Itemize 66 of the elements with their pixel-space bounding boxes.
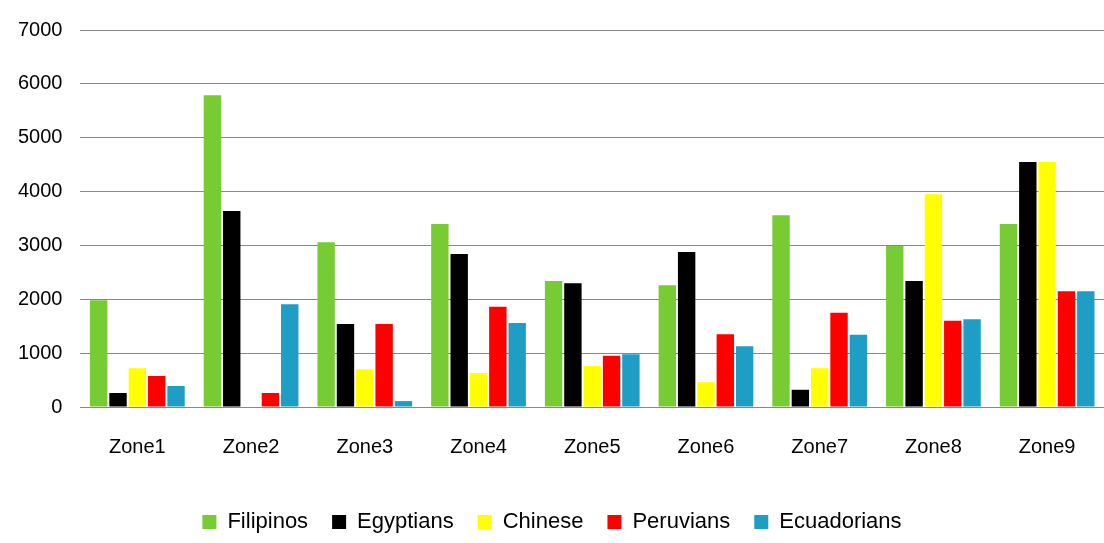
bar bbox=[886, 245, 904, 407]
legend-label: Egyptians bbox=[357, 508, 454, 534]
bar bbox=[735, 346, 754, 407]
bar bbox=[261, 393, 280, 407]
legend-label: Filipinos bbox=[227, 508, 309, 534]
bar bbox=[281, 304, 299, 407]
bar bbox=[431, 223, 449, 407]
bar bbox=[167, 386, 185, 407]
bar bbox=[317, 242, 335, 407]
x-tick-label: Zone8 bbox=[905, 434, 962, 457]
bar bbox=[394, 401, 413, 407]
bar bbox=[128, 368, 147, 407]
legend-label: Peruvians bbox=[632, 508, 731, 534]
bar bbox=[564, 283, 582, 407]
bar bbox=[697, 382, 715, 407]
bar bbox=[544, 280, 563, 407]
bar bbox=[89, 300, 108, 407]
bar bbox=[602, 355, 621, 407]
bar bbox=[203, 95, 222, 407]
y-tick-label: 1000 bbox=[17, 340, 63, 363]
legend-label: Ecuadorians bbox=[779, 508, 902, 534]
bar bbox=[469, 373, 488, 407]
bar bbox=[622, 354, 640, 407]
bar bbox=[944, 320, 962, 407]
bar bbox=[356, 369, 374, 407]
bar bbox=[336, 324, 355, 407]
bar bbox=[999, 223, 1018, 407]
bar bbox=[716, 334, 734, 407]
bar bbox=[963, 319, 981, 407]
y-tick-label: 0 bbox=[51, 394, 63, 417]
x-tick-label: Zone1 bbox=[108, 434, 166, 457]
y-tick-label: 5000 bbox=[17, 125, 63, 148]
legend-label: Chinese bbox=[502, 508, 584, 534]
bar bbox=[375, 324, 393, 407]
bar bbox=[677, 251, 696, 407]
bar bbox=[810, 368, 829, 407]
x-tick-label: Zone9 bbox=[1018, 434, 1076, 457]
bar bbox=[658, 285, 676, 407]
bar bbox=[905, 280, 923, 407]
bar bbox=[1057, 291, 1076, 407]
bar bbox=[924, 194, 943, 407]
y-tick-label: 2000 bbox=[17, 286, 63, 309]
bar bbox=[1038, 161, 1056, 407]
bar bbox=[109, 393, 127, 407]
bar bbox=[583, 366, 601, 407]
bar bbox=[223, 210, 241, 407]
bar bbox=[830, 312, 848, 407]
x-tick-label: Zone6 bbox=[677, 434, 735, 457]
bar bbox=[489, 306, 507, 407]
x-tick-label: Zone3 bbox=[336, 434, 394, 457]
bar bbox=[791, 389, 810, 407]
bar bbox=[147, 376, 166, 407]
y-tick-label: 7000 bbox=[17, 17, 63, 40]
y-tick-label: 6000 bbox=[17, 71, 63, 94]
x-tick-label: Zone7 bbox=[791, 434, 849, 457]
y-tick-label: 4000 bbox=[17, 179, 63, 202]
y-tick-label: 3000 bbox=[17, 232, 63, 255]
x-tick-label: Zone4 bbox=[450, 434, 507, 457]
bar bbox=[1019, 161, 1037, 407]
bar bbox=[772, 215, 790, 407]
bar bbox=[849, 334, 868, 407]
x-tick-label: Zone5 bbox=[563, 434, 621, 457]
bar bbox=[1077, 291, 1095, 407]
x-tick-label: Zone2 bbox=[222, 434, 280, 457]
bar bbox=[450, 254, 468, 407]
bar bbox=[508, 322, 526, 407]
